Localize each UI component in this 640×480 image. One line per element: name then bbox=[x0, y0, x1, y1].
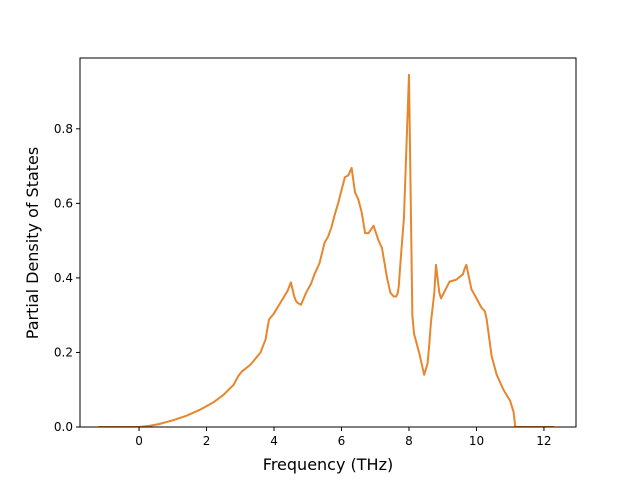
x-tick-label-2: 4 bbox=[270, 434, 278, 448]
y-tick-label-1: 0.2 bbox=[54, 345, 73, 359]
x-tick-label-4: 8 bbox=[405, 434, 413, 448]
x-tick-label-1: 2 bbox=[203, 434, 211, 448]
series-line-0 bbox=[98, 73, 555, 427]
plot-frame bbox=[79, 57, 577, 428]
y-tick-label-3: 0.6 bbox=[54, 196, 73, 210]
x-tick-label-6: 12 bbox=[536, 434, 551, 448]
x-axis-label: Frequency (THz) bbox=[263, 455, 393, 474]
y-axis-label: Partial Density of States bbox=[23, 147, 42, 339]
plot-area: 0 2 4 6 8 10 12 0.0 0.2 0.4 0.6 0.8 bbox=[54, 57, 577, 448]
x-tick-label-5: 10 bbox=[469, 434, 484, 448]
y-tick-label-0: 0.0 bbox=[54, 420, 73, 434]
x-tick-label-3: 6 bbox=[338, 434, 346, 448]
y-tick-label-4: 0.8 bbox=[54, 122, 73, 136]
y-tick-label-2: 0.4 bbox=[54, 271, 73, 285]
x-tick-label-0: 0 bbox=[135, 434, 143, 448]
